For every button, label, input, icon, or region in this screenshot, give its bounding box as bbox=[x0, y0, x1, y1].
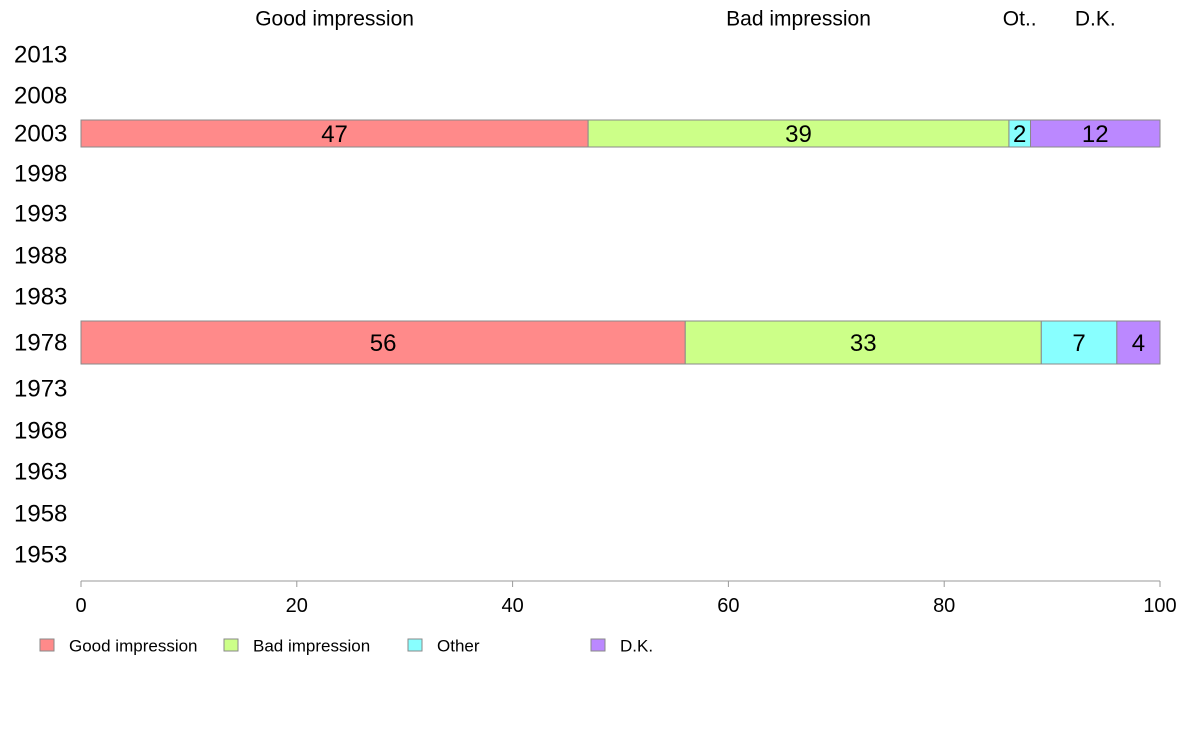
bar-segment bbox=[1040, 320, 1118, 365]
year-label: 2008 bbox=[14, 83, 67, 110]
bar-segment bbox=[80, 320, 686, 365]
bar-value-label: 56 bbox=[370, 330, 397, 357]
x-tick-label: 80 bbox=[933, 595, 955, 617]
x-tick-label: 60 bbox=[717, 595, 739, 617]
legend-label: Good impression bbox=[69, 637, 198, 656]
x-tick-label: 0 bbox=[75, 595, 86, 617]
bar-segment bbox=[587, 119, 1010, 148]
year-label: 1978 bbox=[14, 330, 67, 357]
legend-swatch bbox=[590, 638, 606, 652]
bar-segment bbox=[1030, 119, 1161, 148]
x-tick-label: 100 bbox=[1143, 595, 1176, 617]
legend-item: Good impression bbox=[39, 637, 198, 656]
legend-item: Other bbox=[407, 637, 480, 656]
legend-item: D.K. bbox=[590, 637, 653, 656]
legend-item: Bad impression bbox=[223, 637, 370, 656]
bar-segments: 47 39 2 12 56 33 7 4 bbox=[80, 119, 1161, 365]
legend-swatch bbox=[223, 638, 239, 652]
legend: Good impression Bad impression Other D.K. bbox=[39, 637, 653, 656]
year-label: 1953 bbox=[14, 542, 67, 569]
year-label: 1963 bbox=[14, 459, 67, 486]
year-label: 1958 bbox=[14, 501, 67, 528]
series-header-label: D.K. bbox=[1075, 8, 1116, 31]
series-header-label: Bad impression bbox=[726, 8, 871, 31]
year-label: 1998 bbox=[14, 161, 67, 188]
legend-swatch bbox=[39, 638, 55, 652]
x-tick-label: 40 bbox=[501, 595, 523, 617]
year-label: 1983 bbox=[14, 284, 67, 311]
year-label: 1993 bbox=[14, 201, 67, 228]
bar-value-label: 47 bbox=[321, 121, 348, 148]
legend-swatch bbox=[407, 638, 423, 652]
bar-value-label: 2 bbox=[1013, 121, 1026, 148]
year-axis-labels: 2013 2008 2003 1998 1993 1988 1983 1978 1973 1968… bbox=[14, 42, 67, 569]
bar-value-label: 33 bbox=[850, 330, 877, 357]
series-header-label: Ot.. bbox=[1003, 8, 1037, 31]
year-label: 1988 bbox=[14, 243, 67, 270]
legend-label: Bad impression bbox=[253, 637, 370, 656]
x-tick-label: 20 bbox=[286, 595, 308, 617]
bar-value-label: 4 bbox=[1132, 330, 1145, 357]
year-label: 2003 bbox=[14, 121, 67, 148]
legend-label: D.K. bbox=[620, 637, 653, 656]
series-header-labels: Good impression Bad impression Ot.. D.K. bbox=[255, 8, 1115, 31]
bar-value-label: 39 bbox=[785, 121, 812, 148]
bar-segment bbox=[1116, 320, 1161, 365]
year-label: 2013 bbox=[14, 42, 67, 69]
bar-value-label: 7 bbox=[1072, 330, 1085, 357]
x-axis: 0 20 40 60 80 100 bbox=[75, 580, 1177, 617]
year-label: 1968 bbox=[14, 418, 67, 445]
year-label: 1973 bbox=[14, 376, 67, 403]
bar-value-label: 12 bbox=[1082, 121, 1109, 148]
series-header-label: Good impression bbox=[255, 8, 414, 31]
bar-segment bbox=[80, 119, 589, 148]
bar-segment bbox=[684, 320, 1042, 365]
legend-label: Other bbox=[437, 637, 480, 656]
